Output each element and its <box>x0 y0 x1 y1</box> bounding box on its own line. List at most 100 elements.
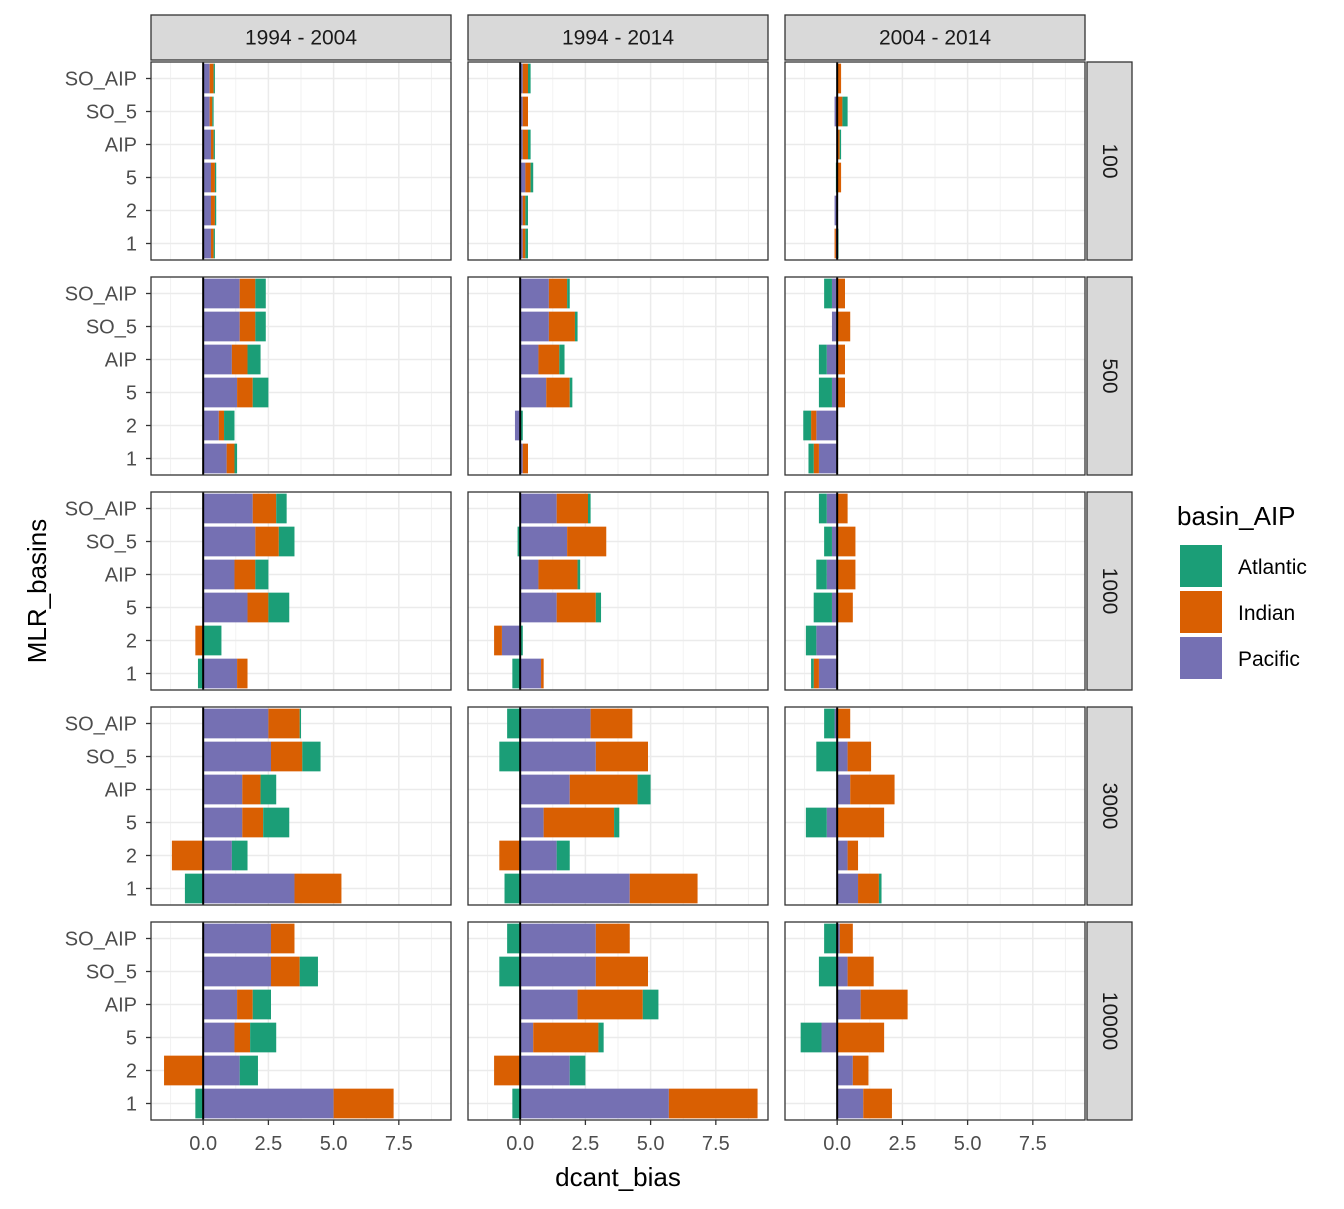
bar-1994-2004-500-so-aip-indian <box>239 278 256 309</box>
y-tick-label: AIP <box>105 995 137 1017</box>
panel-frame-2004-2014-1000 <box>784 491 1086 691</box>
x-tick-label: 7.5 <box>385 1133 413 1155</box>
y-tick-label: SO_AIP <box>65 929 137 951</box>
bar-2004-2014-500-2-pacific <box>816 410 838 441</box>
bar-2004-2014-500-so-5-indian <box>837 311 851 342</box>
bar-2004-2014-1000-so-5-pacific <box>831 526 838 557</box>
bar-1994-2004-100-so-5-pacific <box>203 96 210 127</box>
x-tick-label: 0.0 <box>189 1133 217 1155</box>
strip-label-row-500: 500 <box>1098 358 1121 393</box>
y-tick-label: SO_AIP <box>65 69 137 91</box>
bar-1994-2004-10000-so-aip-pacific <box>203 923 271 954</box>
bar-1994-2004-500-5-atlantic <box>252 377 269 408</box>
panel-frame-1994-2014-10000 <box>467 921 769 1121</box>
bar-1994-2004-100-so-5-indian <box>209 96 213 127</box>
bar-1994-2014-500-2-atlantic <box>520 410 523 441</box>
bar-1994-2004-10000-5-atlantic <box>250 1022 277 1053</box>
bar-2004-2014-10000-aip-pacific <box>837 989 861 1020</box>
bar-1994-2014-500-5-atlantic <box>569 377 573 408</box>
legend-label-atlantic: Atlantic <box>1238 556 1307 579</box>
bar-2004-2014-1000-so-aip-indian <box>837 493 848 524</box>
bar-2004-2014-500-2-atlantic <box>803 410 812 441</box>
panel-frame-1994-2004-500 <box>150 276 452 476</box>
x-tick-label: 0.0 <box>823 1133 851 1155</box>
bar-1994-2004-3000-2-pacific <box>203 840 232 871</box>
bar-2004-2014-3000-2-pacific <box>837 840 848 871</box>
bar-1994-2014-1000-so-5-indian <box>567 526 607 557</box>
panel-frame-1994-2004-100 <box>150 61 452 261</box>
bar-1994-2014-1000-1-pacific <box>520 658 542 689</box>
bar-1994-2004-1000-aip-atlantic <box>255 559 269 590</box>
bar-1994-2014-1000-aip-atlantic <box>577 559 581 590</box>
bar-1994-2014-10000-so-aip-atlantic <box>507 923 521 954</box>
strip-label-row-3000: 3000 <box>1098 783 1121 830</box>
bar-1994-2014-100-1-pacific <box>520 228 523 259</box>
y-tick-label: 5 <box>126 1028 137 1050</box>
bar-1994-2004-10000-5-pacific <box>203 1022 235 1053</box>
bar-2004-2014-500-aip-indian <box>837 344 845 375</box>
bar-1994-2004-10000-1-atlantic <box>195 1088 204 1119</box>
bar-1994-2014-10000-so-aip-indian <box>595 923 630 954</box>
bar-2004-2014-500-aip-atlantic <box>818 344 827 375</box>
bar-1994-2014-100-5-atlantic <box>530 162 534 193</box>
bar-1994-2004-10000-so-5-indian <box>271 956 300 987</box>
bar-1994-2004-1000-so-5-indian <box>255 526 279 557</box>
bar-1994-2004-1000-aip-pacific <box>203 559 235 590</box>
bar-1994-2014-10000-5-indian <box>533 1022 599 1053</box>
bar-1994-2004-10000-1-indian <box>333 1088 394 1119</box>
y-tick-label: 2 <box>126 846 137 868</box>
legend-key-atlantic <box>1180 545 1222 587</box>
bar-1994-2004-500-so-5-pacific <box>203 311 240 342</box>
legend-label-indian: Indian <box>1238 602 1295 625</box>
x-tick-label: 7.5 <box>1019 1133 1047 1155</box>
bar-1994-2004-500-2-pacific <box>203 410 219 441</box>
bar-1994-2014-10000-aip-indian <box>577 989 643 1020</box>
y-tick-label: SO_AIP <box>65 499 137 521</box>
x-tick-label: 0.0 <box>506 1133 534 1155</box>
y-tick-label: AIP <box>105 565 137 587</box>
bar-1994-2014-1000-5-indian <box>556 592 596 623</box>
bar-2004-2014-3000-5-pacific <box>826 807 838 838</box>
bar-1994-2014-100-2-indian <box>522 195 526 226</box>
y-tick-label: SO_5 <box>86 962 137 984</box>
bar-2004-2014-1000-so-5-atlantic <box>824 526 832 557</box>
y-tick-label: AIP <box>105 350 137 372</box>
panel-frame-1994-2004-3000 <box>150 706 452 906</box>
strip-col-1994-2014 <box>467 14 769 61</box>
bars <box>164 62 908 1120</box>
bar-1994-2014-1000-2-pacific <box>501 625 521 656</box>
bar-1994-2004-500-5-indian <box>237 377 253 408</box>
bar-1994-2014-1000-so-5-pacific <box>520 526 568 557</box>
bar-1994-2014-100-1-atlantic <box>525 228 528 259</box>
y-tick-label: AIP <box>105 780 137 802</box>
bar-2004-2014-10000-1-pacific <box>837 1088 864 1119</box>
bar-1994-2004-1000-so-aip-atlantic <box>276 493 287 524</box>
bar-1994-2004-100-5-atlantic <box>214 162 217 193</box>
strip-row-3000 <box>1086 706 1133 906</box>
bar-2004-2014-500-1-indian <box>813 443 819 474</box>
x-tick-label: 5.0 <box>637 1133 665 1155</box>
bar-1994-2004-10000-aip-indian <box>237 989 253 1020</box>
bar-2004-2014-3000-2-indian <box>847 840 859 871</box>
bar-1994-2004-500-1-indian <box>226 443 235 474</box>
bar-1994-2004-100-5-pacific <box>203 162 211 193</box>
bar-2004-2014-1000-aip-indian <box>837 559 856 590</box>
strip-label-row-10000: 10000 <box>1098 992 1121 1050</box>
bar-1994-2004-500-aip-indian <box>231 344 248 375</box>
bar-1994-2004-3000-aip-pacific <box>203 774 243 805</box>
bar-2004-2014-100-so-5-atlantic <box>842 96 848 127</box>
panel-frame-2004-2014-500 <box>784 276 1086 476</box>
legend-key-pacific <box>1180 637 1222 679</box>
bar-1994-2014-100-so-aip-indian <box>522 63 528 94</box>
bar-2004-2014-100-so-aip-indian <box>837 63 842 94</box>
strip-label-row-100: 100 <box>1098 143 1121 178</box>
x-tick-label: 7.5 <box>702 1133 730 1155</box>
bar-1994-2014-3000-so-aip-pacific <box>520 708 591 739</box>
y-tick-label: 1 <box>126 879 137 901</box>
bar-1994-2014-3000-1-atlantic <box>504 873 521 904</box>
bar-1994-2014-500-5-indian <box>546 377 570 408</box>
panel-frame-1994-2014-100 <box>467 61 769 261</box>
bar-1994-2004-3000-1-indian <box>294 873 342 904</box>
bar-1994-2014-500-so-aip-indian <box>548 278 568 309</box>
bar-2004-2014-500-2-indian <box>811 410 817 441</box>
